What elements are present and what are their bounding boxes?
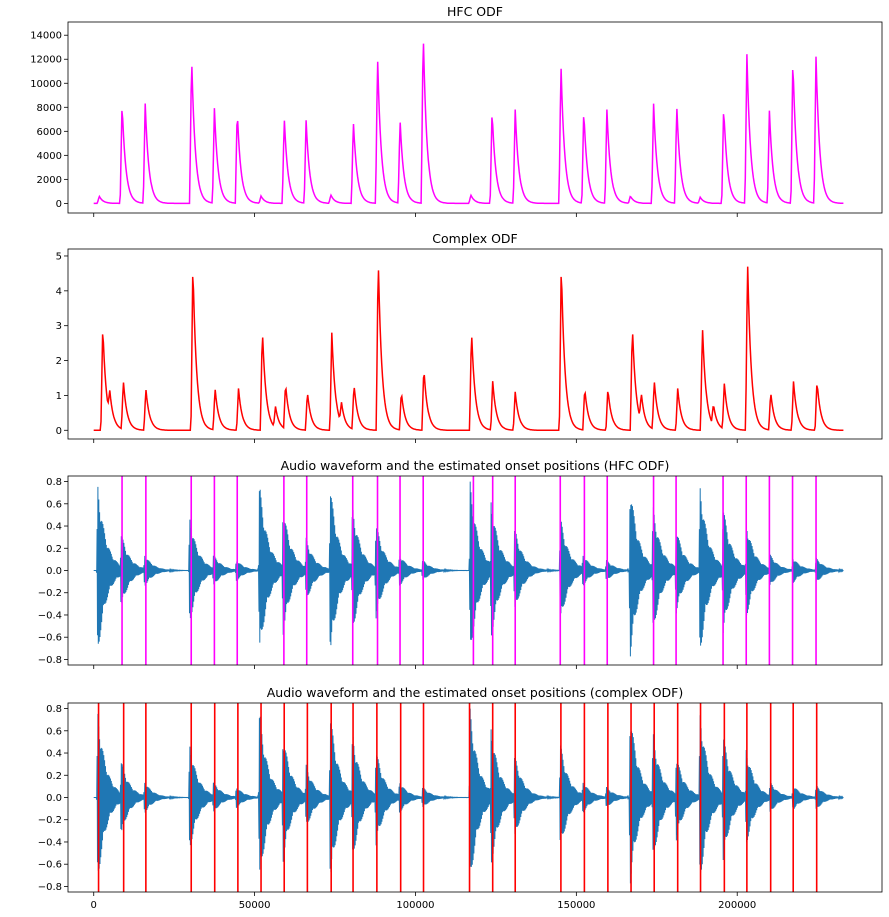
x-tick-label: 100000	[396, 900, 434, 911]
y-tick-label: 0.8	[46, 477, 62, 488]
y-tick-label: 6000	[37, 127, 62, 138]
y-tick-label: 8000	[37, 103, 62, 114]
x-tick-label: 200000	[718, 900, 756, 911]
y-tick-label: 0.4	[46, 749, 62, 760]
waveform-line	[93, 708, 844, 884]
y-tick-label: 0.0	[46, 793, 62, 804]
plot-area	[93, 476, 844, 665]
y-tick-label: 2	[56, 356, 62, 367]
y-tick-label: −0.2	[38, 588, 62, 599]
y-tick-label: 0.6	[46, 499, 62, 510]
y-tick-label: −0.6	[38, 633, 62, 644]
y-tick-label: 4	[56, 286, 62, 297]
y-tick-label: −0.4	[38, 837, 62, 848]
y-tick-label: 12000	[30, 55, 62, 66]
y-tick-label: 0.6	[46, 726, 62, 737]
axes-frame	[67, 475, 883, 666]
x-tick-label: 50000	[239, 900, 271, 911]
y-tick-label: 0.2	[46, 544, 62, 555]
chart-title: HFC ODF	[447, 4, 503, 19]
plot-area	[93, 43, 844, 205]
chart-panel-2: Complex ODF 0 1 2 3 4 5	[56, 231, 883, 443]
y-tick-label: 1	[56, 391, 62, 402]
y-tick-label: −0.8	[38, 882, 62, 893]
y-tick-label: 0.0	[46, 566, 62, 577]
y-tick-label: 4000	[37, 151, 62, 162]
x-tick-label: 0	[91, 900, 97, 911]
axes-frame	[67, 702, 883, 893]
y-tick-label: 2000	[37, 175, 62, 186]
axes-frame	[67, 248, 883, 440]
chart-title: Audio waveform and the estimated onset p…	[281, 458, 670, 473]
plot-area	[93, 266, 844, 432]
y-tick-label: 0	[56, 199, 62, 210]
chart-title: Complex ODF	[432, 231, 517, 246]
waveform-line	[93, 481, 844, 657]
chart-panel-4: Audio waveform and the estimated onset p…	[38, 685, 883, 911]
odf-line	[93, 266, 844, 432]
y-tick-label: −0.4	[38, 610, 62, 621]
y-tick-label: 0.8	[46, 704, 62, 715]
y-tick-label: −0.8	[38, 655, 62, 666]
y-tick-label: −0.6	[38, 860, 62, 871]
y-tick-label: 14000	[30, 31, 62, 42]
y-tick-label: 3	[56, 321, 62, 332]
chart-panel-3: Audio waveform and the estimated onset p…	[38, 458, 883, 669]
x-tick-label: 150000	[557, 900, 595, 911]
chart-title: Audio waveform and the estimated onset p…	[267, 685, 683, 700]
y-tick-label: 10000	[30, 79, 62, 90]
y-tick-label: 5	[56, 251, 62, 262]
chart-panel-1: HFC ODF 0 2000 4000 6000 8000 10000 12000 14000	[30, 4, 883, 217]
plot-area	[93, 703, 844, 892]
y-tick-label: −0.2	[38, 815, 62, 826]
odf-line	[93, 43, 844, 205]
y-tick-label: 0	[56, 426, 62, 437]
y-tick-label: 0.4	[46, 522, 62, 533]
axes-frame	[67, 21, 883, 214]
y-tick-label: 0.2	[46, 771, 62, 782]
